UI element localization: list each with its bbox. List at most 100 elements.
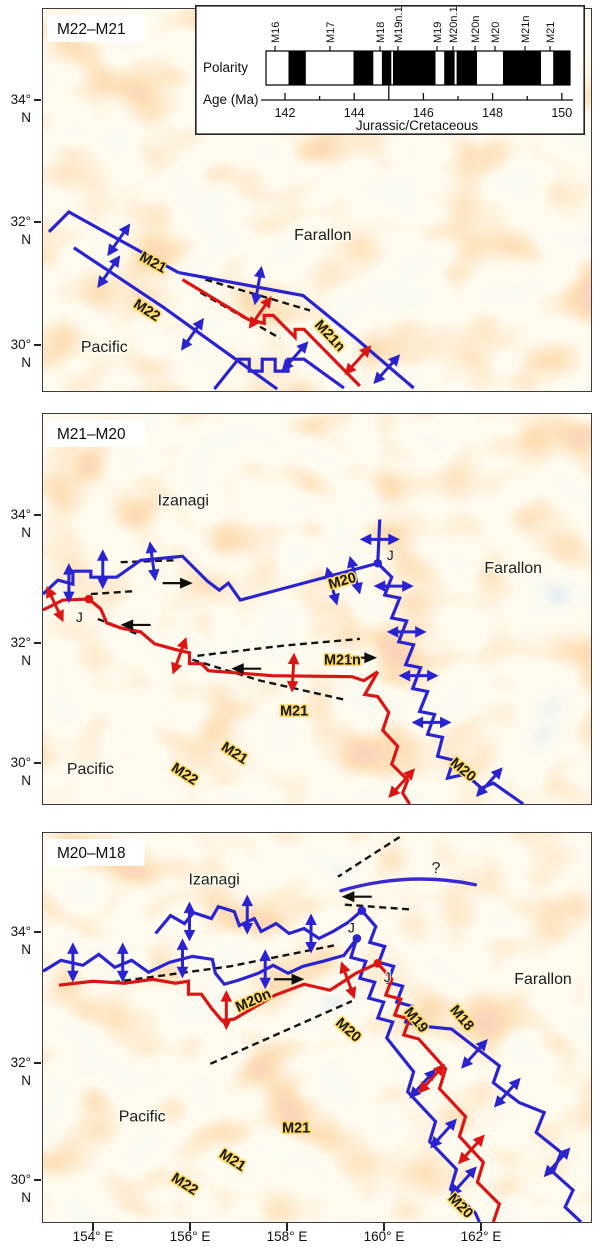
dashed-pseudofault: [112, 944, 335, 984]
isochron-uncertain-curve: [339, 877, 478, 893]
lat-tick: [34, 762, 41, 764]
panel-title: M22–M21: [57, 21, 126, 38]
anomaly-field: [43, 833, 591, 1222]
j-point-label-east: J: [387, 547, 394, 563]
chron-label: M21: [545, 22, 557, 43]
lon-tick: [189, 1223, 191, 1231]
lat-label: 34° N: [10, 924, 31, 957]
lat-tick: [34, 221, 41, 223]
map-canvas-2: Izanagi Farallon Pacific M20 M20 M21n M2…: [43, 414, 591, 804]
plate-label-farallon: Farallon: [484, 560, 542, 577]
isochron-label-m21: M21: [282, 1120, 310, 1136]
plate-label-farallon: Farallon: [294, 227, 352, 244]
plate-label-pacific: Pacific: [67, 761, 114, 778]
age-axis-ticks: [284, 83, 563, 100]
isochron-m19-line: [376, 962, 502, 1222]
isochron-m21n-line: [43, 597, 379, 683]
dashed-pseudofault: [90, 589, 135, 596]
lon-tick: [92, 1223, 94, 1231]
lon-tick: [286, 1223, 288, 1231]
lon-label: 156° E: [169, 1229, 211, 1244]
dashed-pseudofault: [209, 1000, 353, 1065]
age-tick-label: 146: [413, 106, 434, 120]
chron-label: M16: [270, 22, 282, 43]
j-point-dot-red: [84, 594, 94, 604]
plate-label-pacific: Pacific: [119, 1109, 166, 1126]
chron-label: M19: [432, 22, 444, 43]
dashed-pseudofault: [192, 658, 345, 701]
isochron-m22-line: [73, 246, 279, 391]
age-row-label: Age (Ma): [203, 92, 259, 107]
age-tick-label: 148: [482, 106, 503, 120]
j-point-label-south: J: [384, 969, 391, 985]
chron-label: M18: [375, 22, 387, 43]
j-point-label-west: J: [76, 609, 83, 625]
lat-tick: [34, 1062, 41, 1064]
lon-tick: [383, 1223, 385, 1231]
dashed-pseudofault: [197, 637, 360, 657]
isochron-red-staircase-line: [362, 670, 412, 804]
lat-tick: [34, 99, 41, 101]
map-panel-m20-m18: Izanagi ? Farallon Pacific M20n M20 M19 …: [42, 832, 592, 1223]
lat-label: 30° N: [10, 1172, 31, 1205]
j-point-dot-red: [373, 959, 383, 968]
isochron-m20-line: [43, 554, 379, 602]
isochron-m21-line: [47, 209, 180, 275]
chron-label: M21n: [520, 15, 532, 43]
j-point-dot-blue-mid: [352, 934, 362, 943]
chron-label: M19n.1r: [393, 5, 405, 43]
polarity-black-blocks: [288, 51, 570, 85]
lat-label: 34° N: [10, 92, 31, 125]
panel-title: M21–M20: [57, 426, 126, 443]
anomaly-field: [43, 414, 591, 804]
lat-label: 32° N: [10, 635, 31, 668]
j-point-dot-blue: [373, 558, 383, 568]
lat-label: 30° N: [10, 337, 31, 370]
dashed-pseudofault: [337, 835, 401, 878]
polarity-timescale-inset: M16 M17 M18 M19n.1r M19 M20n.1r M20n M20…: [195, 2, 585, 135]
plate-label-izanagi: Izanagi: [158, 493, 209, 510]
lon-tick: [480, 1223, 482, 1231]
panel-title: M20–M18: [57, 845, 126, 862]
lat-tick: [34, 1179, 41, 1181]
isochron-m20-line: [348, 937, 481, 1222]
isochron-label-m21n: M21n: [324, 653, 361, 669]
lat-tick: [34, 344, 41, 346]
panel-title-box: [46, 14, 145, 42]
dashed-pseudofault: [205, 278, 311, 312]
map-panel-m21-m20: Izanagi Farallon Pacific M20 M20 M21n M2…: [42, 413, 592, 805]
lat-label: 32° N: [10, 1055, 31, 1088]
dashed-pseudofault: [97, 617, 141, 636]
isochron-m20n-line: [58, 961, 379, 1023]
isochron-staircase-line: [376, 562, 525, 804]
chron-label: M20: [490, 22, 502, 43]
map-canvas-3: Izanagi ? Farallon Pacific M20n M20 M19 …: [43, 833, 591, 1222]
isochron-branch-line: [178, 271, 415, 390]
lat-label: 32° N: [10, 214, 31, 247]
isochron-label-m21: M21: [280, 703, 308, 719]
lat-label: 34° N: [10, 507, 31, 540]
age-tick-label: 142: [275, 106, 296, 120]
j-point-label-north: J: [348, 919, 355, 935]
age-tick-label: 144: [344, 106, 365, 120]
plate-label-pacific: Pacific: [81, 339, 128, 356]
age-tick-label: 150: [551, 106, 572, 120]
lon-label: 160° E: [363, 1229, 405, 1244]
lat-tick: [34, 642, 41, 644]
plate-label-izanagi: Izanagi: [188, 872, 239, 889]
panel-title-box: [46, 419, 145, 447]
lon-label: 154° E: [72, 1229, 114, 1244]
isochron-vertical-segment: [376, 519, 382, 564]
lon-label: 162° E: [460, 1229, 502, 1244]
j-point-dot-blue-north: [357, 906, 367, 915]
lat-tick: [34, 931, 41, 933]
isochron-mid-zigzag: [43, 937, 359, 987]
chron-label: M20n.1r: [448, 5, 460, 43]
polarity-row-label: Polarity: [203, 60, 248, 75]
lat-tick: [34, 514, 41, 516]
chron-label: M20n: [470, 15, 482, 43]
inset-canvas: M16 M17 M18 M19n.1r M19 M20n.1r M20n M20…: [195, 2, 585, 135]
era-label: Jurassic/Cretaceous: [356, 118, 479, 133]
panel-title-box: [46, 838, 145, 866]
